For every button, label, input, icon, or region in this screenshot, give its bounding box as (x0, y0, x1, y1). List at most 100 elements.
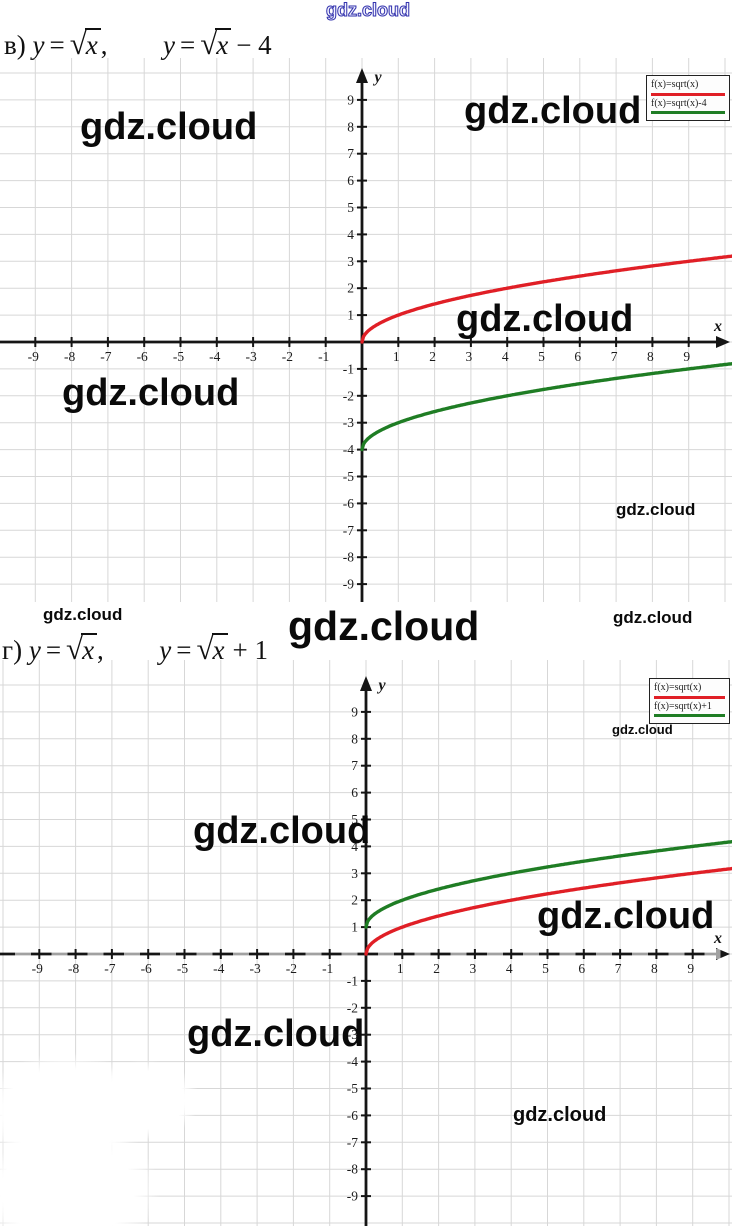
legend-chart-v: f(x)=sqrt(x) f(x)=sqrt(x)-4 (646, 75, 730, 121)
title-part-g: г) y = √x, y = √x + 1 (2, 631, 268, 666)
watermark: gdz.cloud (513, 1104, 607, 1126)
svg-text:-8: -8 (64, 349, 75, 364)
svg-text:6: 6 (574, 349, 581, 364)
svg-text:-5: -5 (173, 349, 184, 364)
svg-text:8: 8 (351, 731, 358, 746)
watermark: gdz.cloud (464, 90, 642, 132)
svg-text:9: 9 (683, 349, 690, 364)
watermark: gdz.cloud (80, 106, 258, 148)
svg-text:-4: -4 (343, 442, 354, 457)
svg-text:-5: -5 (177, 961, 188, 976)
svg-text:-6: -6 (347, 1108, 358, 1123)
watermark: gdz.cloud (613, 608, 693, 627)
svg-text:4: 4 (347, 227, 354, 242)
y-axis-label: y (376, 677, 386, 694)
svg-text:1: 1 (351, 920, 358, 935)
sqrt-radical: √ (66, 631, 84, 666)
svg-text:8: 8 (347, 119, 354, 134)
legend-item-sqrt: f(x)=sqrt(x) (651, 79, 725, 96)
svg-text:-4: -4 (213, 961, 224, 976)
y-axis-arrow (356, 68, 368, 83)
svg-text:-6: -6 (141, 961, 152, 976)
svg-text:5: 5 (538, 349, 545, 364)
svg-text:7: 7 (347, 146, 354, 161)
svg-text:9: 9 (687, 961, 694, 976)
svg-text:-2: -2 (282, 349, 293, 364)
curve-f(x)=sqrt(x)-4 (360, 362, 732, 452)
watermark: gdz.cloud (616, 500, 696, 519)
y-axis-arrow (360, 676, 372, 691)
watermark: gdz.cloud (456, 298, 634, 340)
watermark: gdz.cloud (326, 0, 411, 20)
watermark: gdz.cloud (62, 372, 240, 414)
svg-text:3: 3 (466, 349, 473, 364)
legend-item-sqrt: f(x)=sqrt(x) (654, 682, 725, 699)
svg-text:2: 2 (433, 961, 440, 976)
svg-text:4: 4 (502, 349, 509, 364)
svg-text:3: 3 (347, 254, 354, 269)
x-axis-arrow (716, 336, 730, 348)
legend-color-red (654, 695, 725, 699)
watermark: gdz.cloud (193, 810, 371, 852)
part-label: г) (2, 635, 23, 665)
watermark: gdz.cloud (288, 603, 480, 649)
svg-text:-8: -8 (347, 1162, 358, 1177)
watermark: gdz.cloud (43, 605, 123, 624)
svg-text:5: 5 (542, 961, 549, 976)
title-part-v: в) y = √x, y = √x − 4 (4, 26, 272, 61)
svg-text:-1: -1 (322, 961, 333, 976)
watermark: gdz.cloud (187, 1013, 365, 1055)
curve-f(x)=sqrt(x) (360, 254, 732, 344)
svg-text:4: 4 (351, 839, 358, 854)
svg-text:-9: -9 (32, 961, 43, 976)
legend-color-green (654, 714, 725, 717)
svg-text:2: 2 (429, 349, 436, 364)
legend-chart-g: f(x)=sqrt(x) f(x)=sqrt(x)+1 (649, 678, 730, 724)
svg-text:7: 7 (611, 349, 618, 364)
legend-color-red (651, 92, 725, 96)
svg-text:3: 3 (470, 961, 477, 976)
watermark: gdz.cloud (612, 722, 673, 737)
svg-text:-1: -1 (318, 349, 329, 364)
svg-text:-2: -2 (347, 1000, 358, 1015)
svg-text:-9: -9 (343, 577, 354, 592)
svg-text:1: 1 (393, 349, 400, 364)
svg-text:5: 5 (351, 812, 358, 827)
curve-f(x)=sqrt(x) (364, 866, 732, 956)
svg-text:-1: -1 (347, 973, 358, 988)
legend-item-sqrt-minus4: f(x)=sqrt(x)-4 (651, 98, 725, 114)
svg-text:-7: -7 (104, 961, 115, 976)
svg-text:-7: -7 (347, 1135, 358, 1150)
svg-text:-5: -5 (347, 1081, 358, 1096)
sqrt-radical: √ (196, 631, 214, 666)
part-label: в) (4, 30, 26, 60)
svg-text:6: 6 (351, 785, 358, 800)
svg-text:9: 9 (347, 92, 354, 107)
svg-text:-4: -4 (209, 349, 220, 364)
y-axis-label: y (372, 69, 382, 86)
x-axis-label: x (713, 318, 722, 335)
svg-text:-5: -5 (343, 469, 354, 484)
svg-text:-7: -7 (100, 349, 111, 364)
svg-text:-8: -8 (343, 550, 354, 565)
watermark: gdz.cloud (537, 895, 715, 937)
svg-text:-3: -3 (347, 1027, 358, 1042)
sqrt-radical: √ (69, 26, 87, 61)
svg-text:7: 7 (351, 758, 358, 773)
svg-text:-2: -2 (343, 388, 354, 403)
svg-text:7: 7 (615, 961, 622, 976)
ticks: -9 -8 -7 -6 -5 -4 -3 -2 -1 1 2 3 4 5 6 7 8 9 9 8 7 6 5 4 3 2 1 -1 -2… (28, 92, 691, 591)
sqrt-radical: √ (200, 26, 218, 61)
svg-text:-9: -9 (28, 349, 39, 364)
svg-text:1: 1 (397, 961, 404, 976)
legend-color-green (651, 111, 725, 114)
x-axis-label: x (713, 930, 722, 947)
svg-text:1: 1 (347, 308, 354, 323)
curve-f(x)=sqrt(x)+1 (364, 839, 732, 929)
svg-text:-3: -3 (249, 961, 260, 976)
svg-text:2: 2 (351, 893, 358, 908)
chart-v-canvas: x y -9 -8 -7 -6 -5 -4 -3 -2 -1 1 2 3 4 5 6 7 8 9 9 8 7 6 5 4 3 2 1 -1… (0, 58, 732, 602)
svg-text:9: 9 (351, 704, 358, 719)
svg-text:-6: -6 (137, 349, 148, 364)
